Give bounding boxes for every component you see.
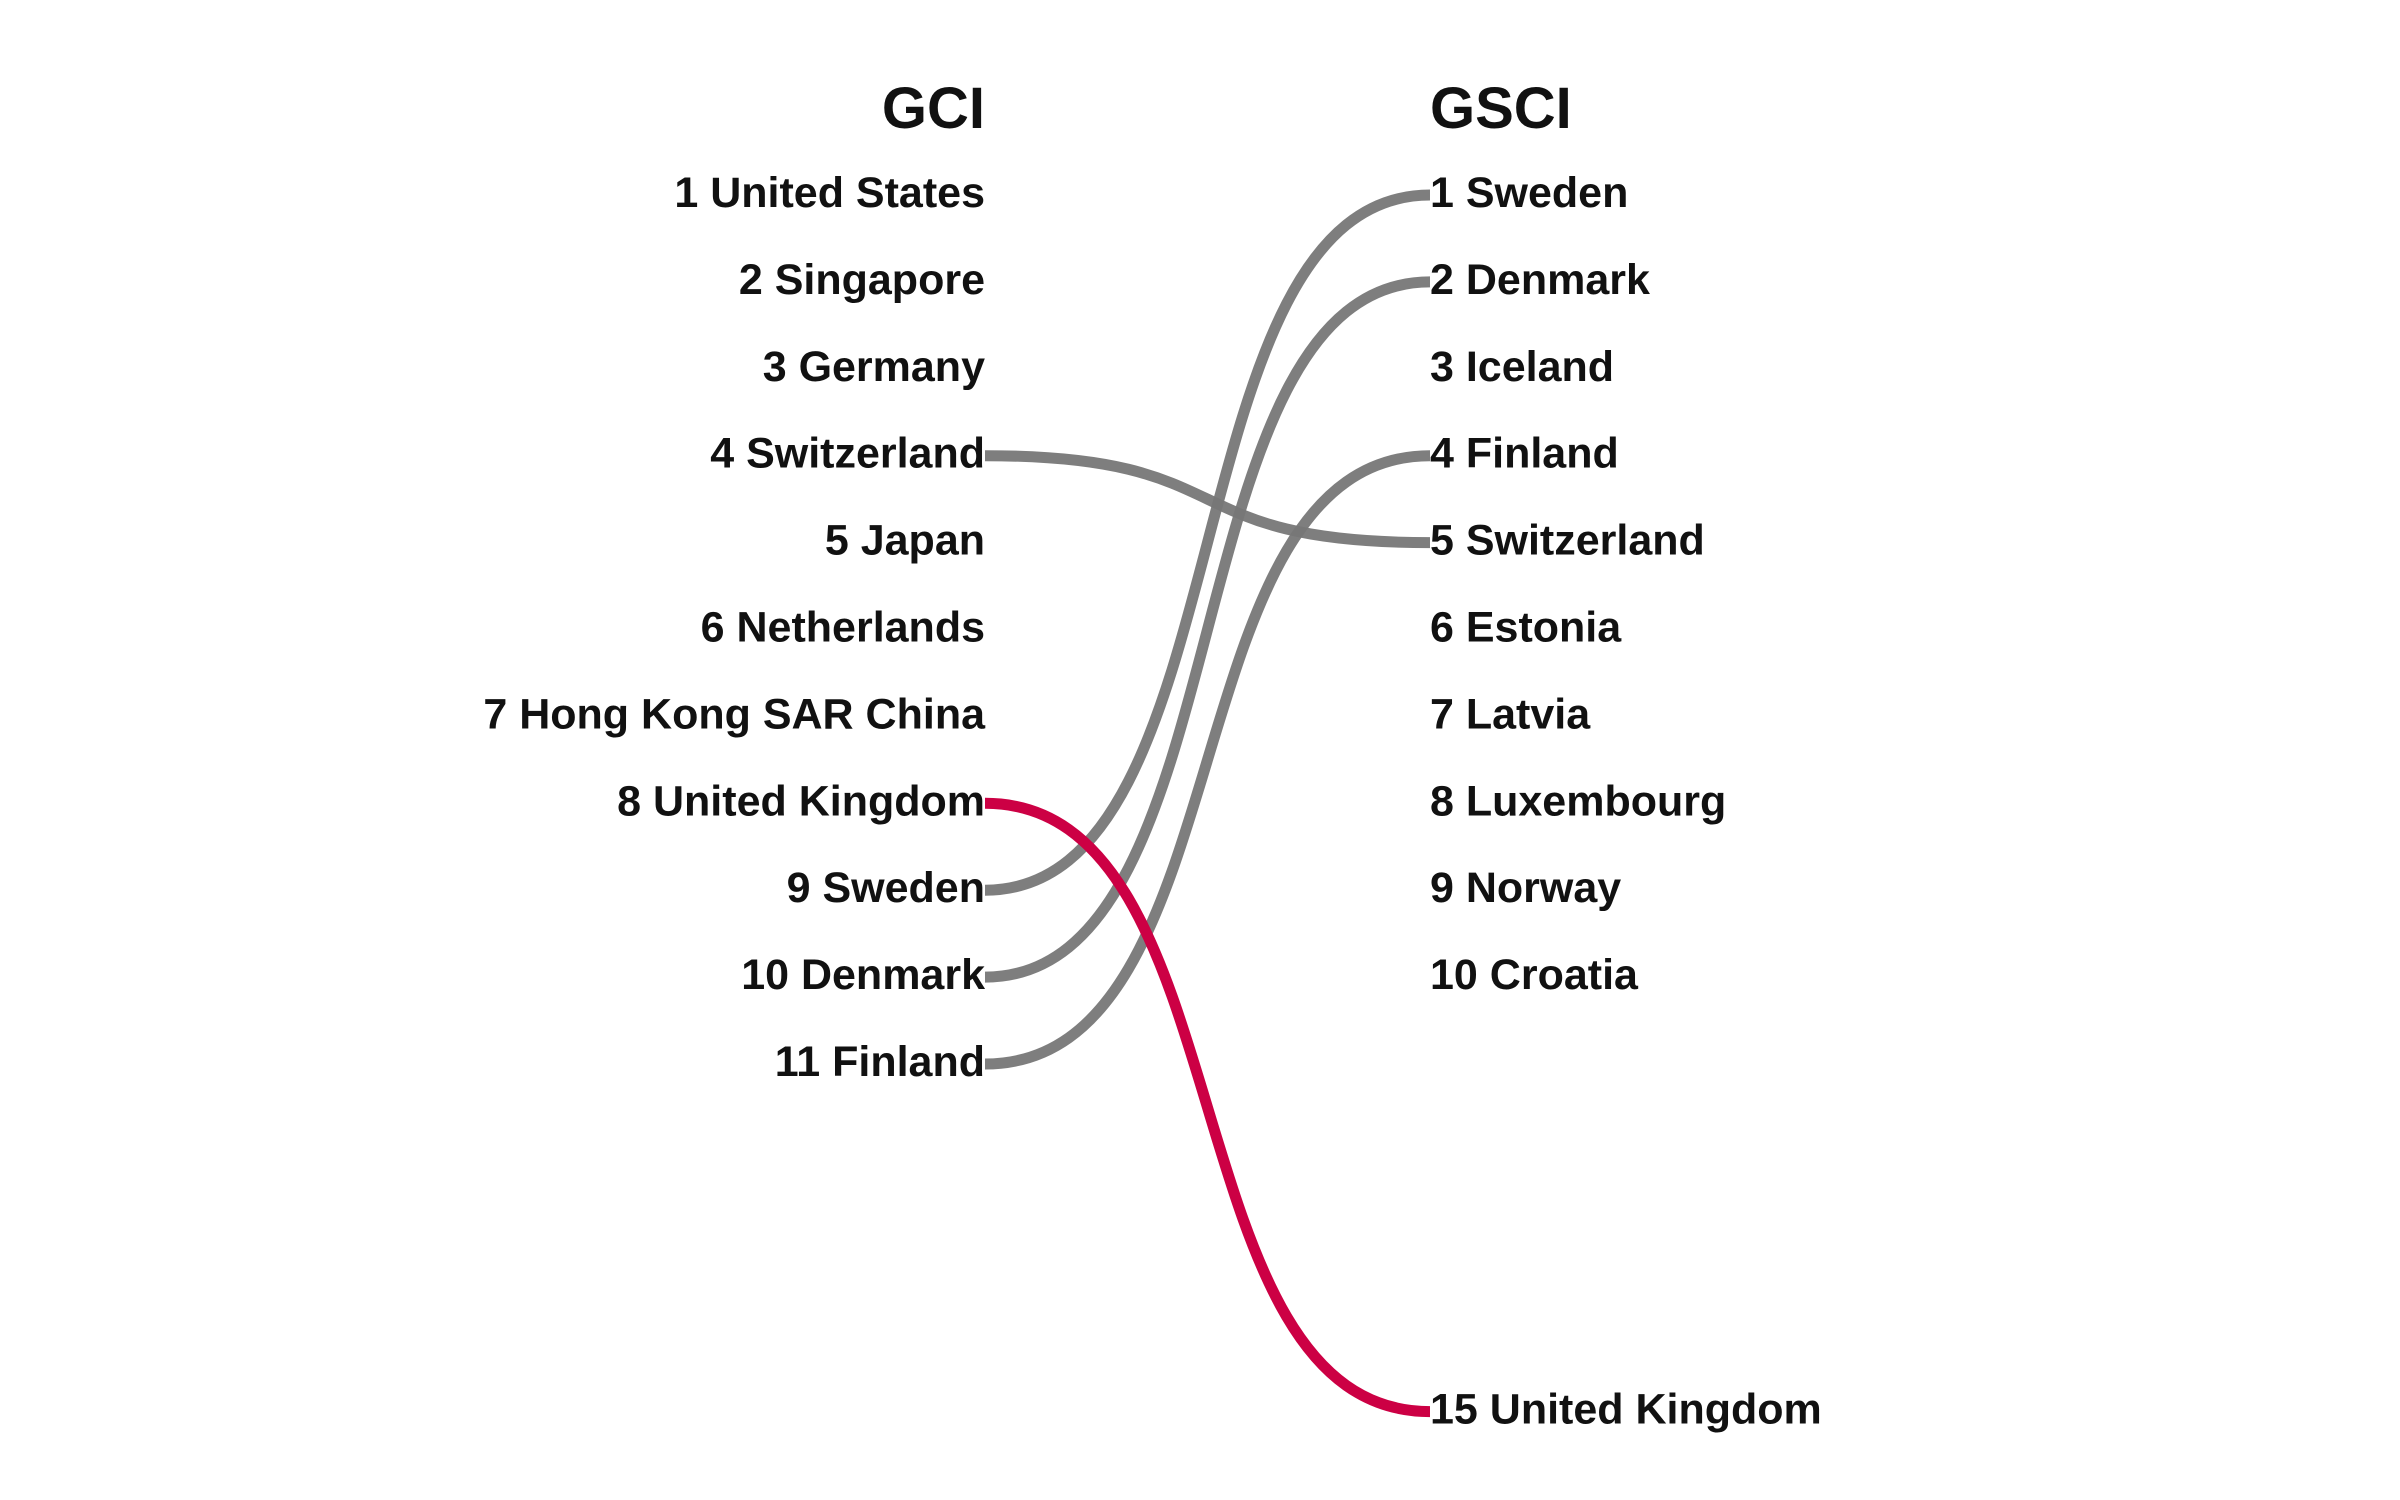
right-rank-label: 5 Switzerland [1430,517,1705,565]
right-rank-label: 10 Croatia [1430,951,1639,999]
right-rank-label: 1 Sweden [1430,169,1628,217]
left-labels: 1 United States 2 Singapore 3 Germany 4 Swi… [483,169,986,1086]
right-rank-label: 15 United Kingdom [1430,1386,1822,1434]
right-rank-label: 3 Iceland [1430,343,1614,391]
left-rank-label: 8 United Kingdom [617,777,985,825]
link-denmark [984,276,1431,983]
left-title: GCI [882,76,985,141]
left-rank-label: 1 United States [674,169,985,217]
left-rank-label: 9 Sweden [787,864,985,912]
right-rank-label: 8 Luxembourg [1430,777,1726,825]
right-rank-label: 2 Denmark [1430,256,1650,304]
right-rank-label: 4 Finland [1430,430,1619,478]
link-united-kingdom [984,797,1431,1418]
right-rank-label: 6 Estonia [1430,604,1622,652]
left-rank-label: 11 Finland [775,1038,985,1086]
left-rank-label: 5 Japan [825,517,985,565]
right-rank-label: 7 Latvia [1430,690,1591,738]
left-rank-label: 10 Denmark [741,951,985,999]
link-finland [984,450,1431,1070]
link-switzerland [984,450,1431,549]
link-sweden [984,189,1431,896]
right-title: GSCI [1430,76,1572,141]
left-rank-label: 2 Singapore [739,256,985,304]
right-rank-label: 9 Norway [1430,864,1621,912]
right-labels: 1 Sweden 2 Denmark 3 Iceland 4 Finland 5 Swi… [1430,169,1822,1434]
left-rank-label: 6 Netherlands [701,604,985,652]
left-rank-label: 3 Germany [763,343,985,391]
links-layer [984,189,1431,1418]
left-rank-label: 4 Switzerland [710,430,985,478]
left-rank-label: 7 Hong Kong SAR China [483,690,986,738]
